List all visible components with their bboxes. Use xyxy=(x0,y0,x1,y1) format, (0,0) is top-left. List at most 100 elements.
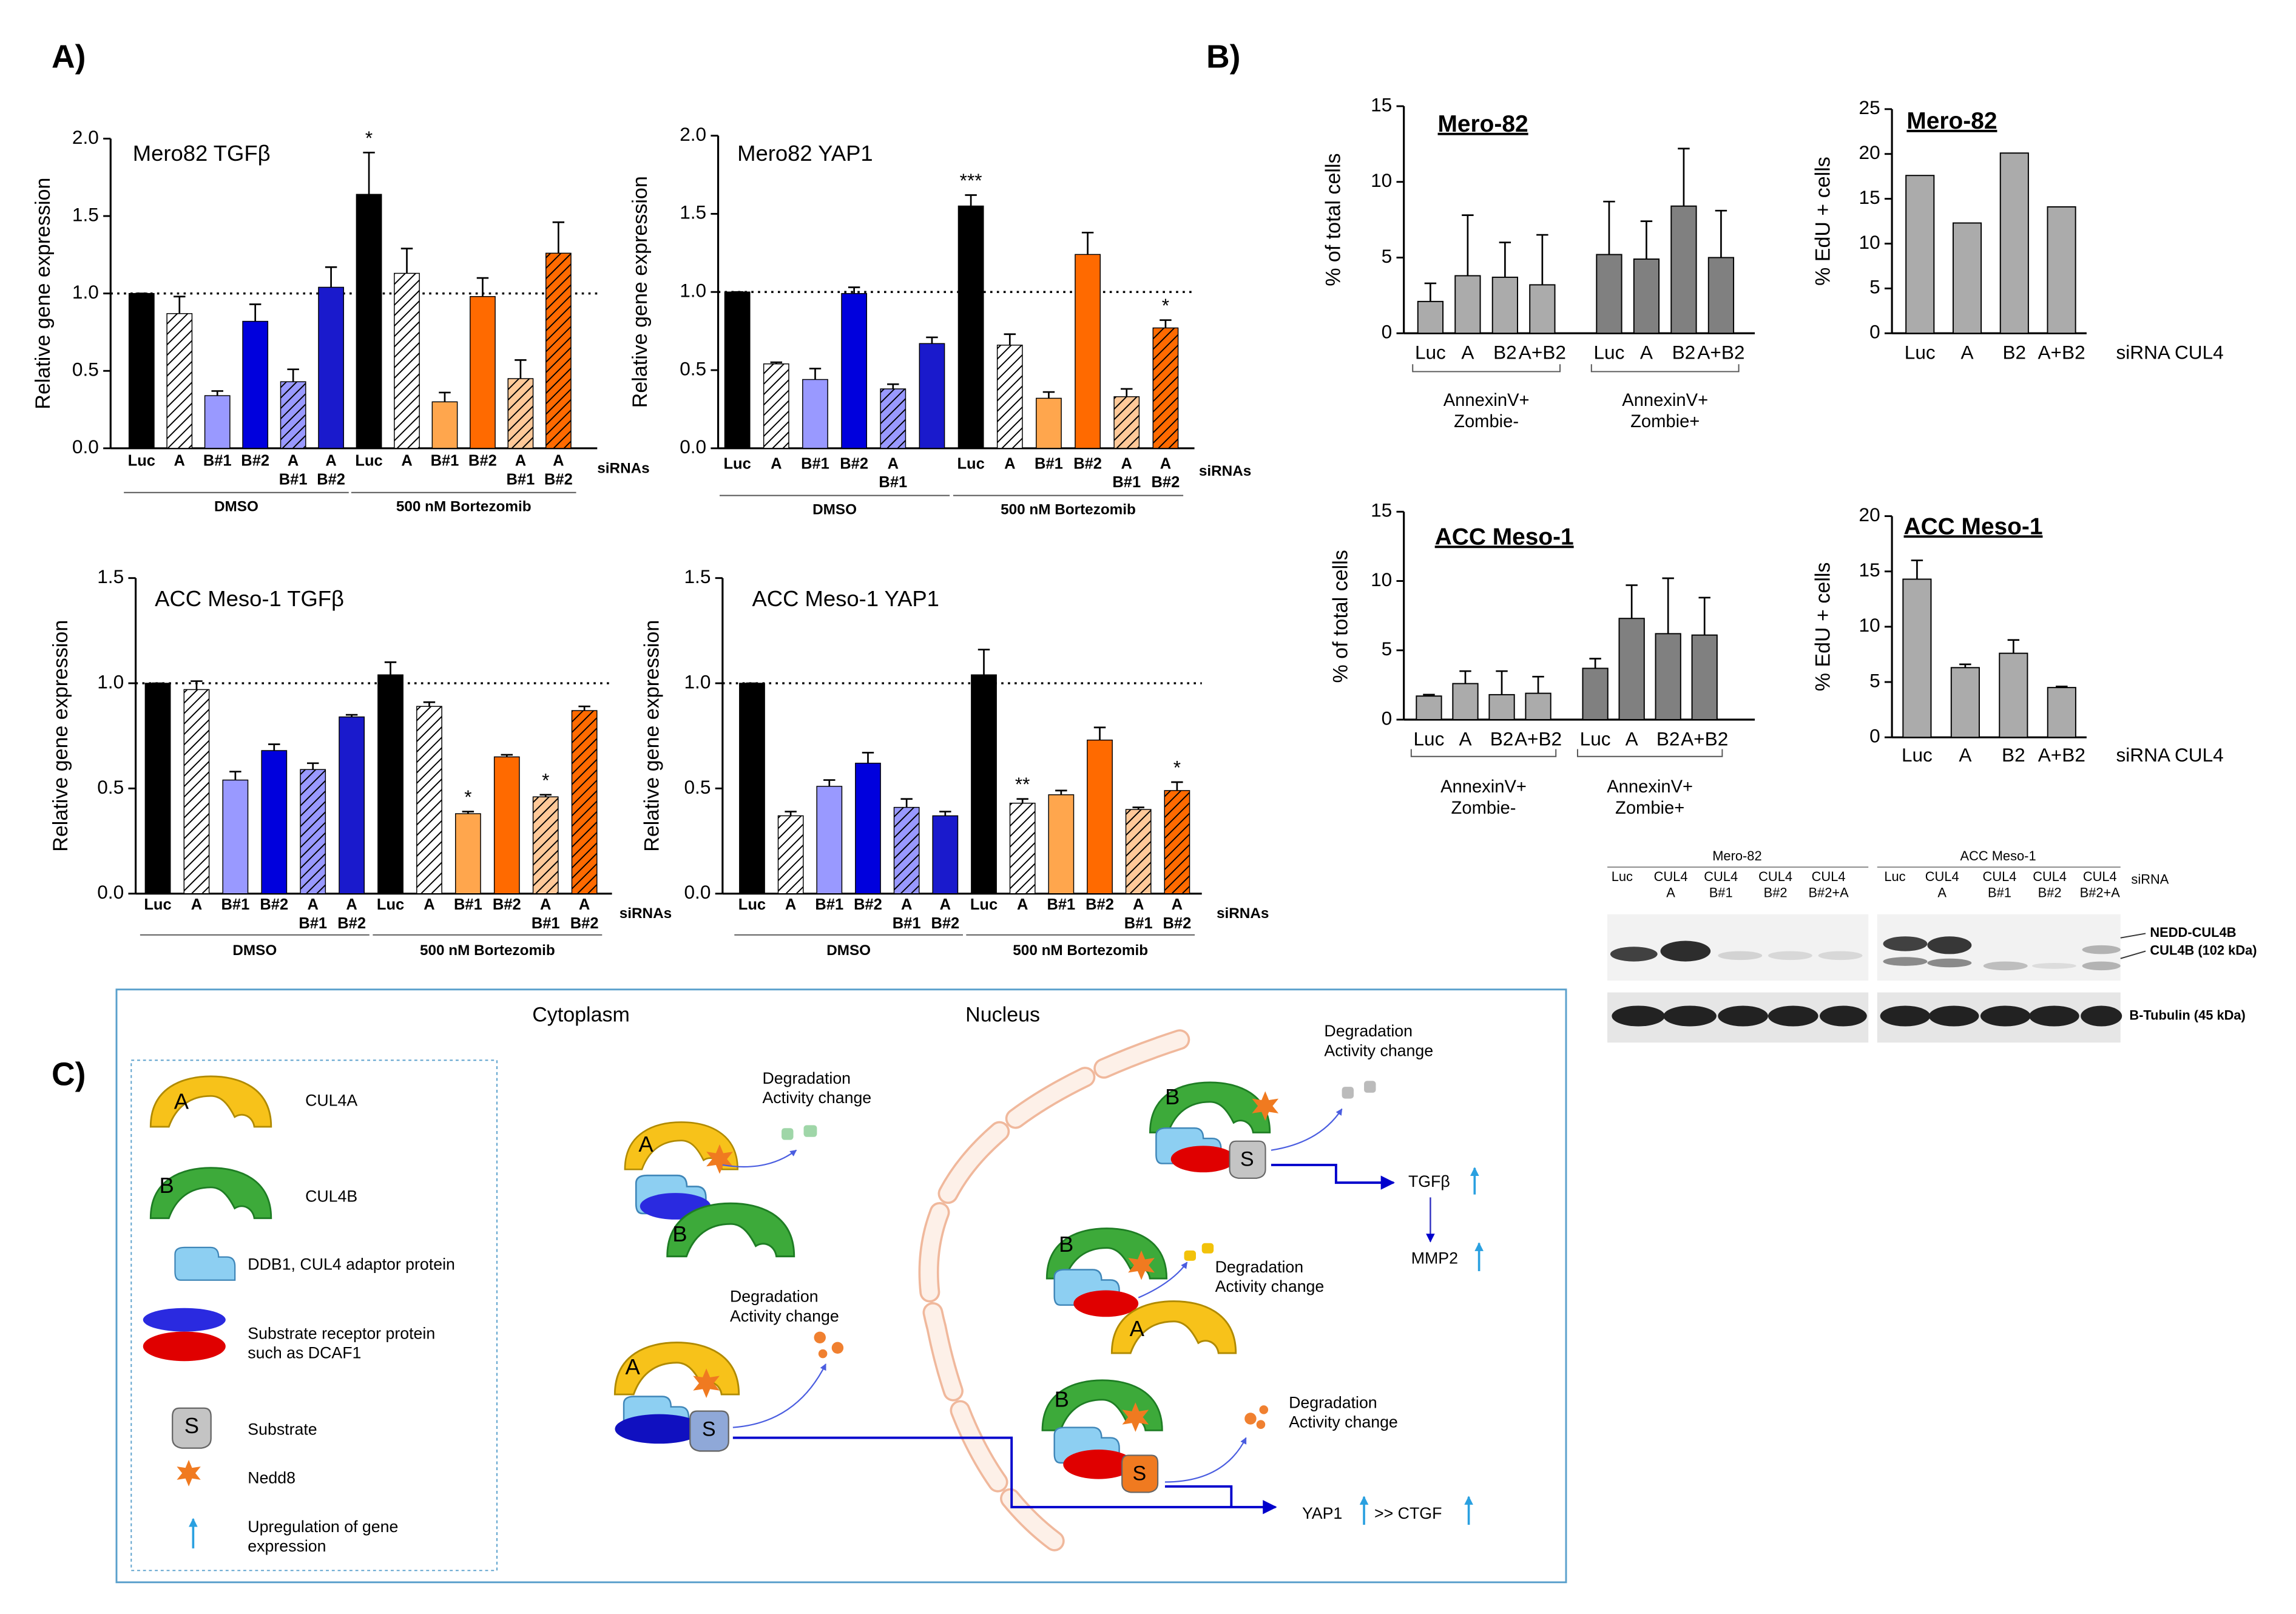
error-bar xyxy=(1536,234,1548,285)
x-tick-label: Luc xyxy=(144,896,171,913)
icon-letter: B xyxy=(1165,1084,1180,1109)
legend-label: CUL4A xyxy=(305,1092,357,1110)
group-label: AnnexinV+ Zombie- xyxy=(1440,777,1527,818)
icon-letter: B xyxy=(1055,1386,1069,1411)
x-axis-label: siRNA CUL4 xyxy=(2116,342,2224,363)
fragment xyxy=(814,1331,826,1344)
fragment xyxy=(818,1349,828,1359)
bar xyxy=(300,769,326,894)
y-tick-label: 1.0 xyxy=(72,281,99,303)
blot-membrane xyxy=(1607,914,1869,981)
error-bar xyxy=(862,752,874,763)
group-label: DMSO xyxy=(826,942,871,959)
x-tick-label: A xyxy=(401,452,412,469)
error-bar xyxy=(1698,596,1710,635)
bar xyxy=(1125,809,1152,894)
x-tick-label: Luc xyxy=(355,452,382,469)
bar xyxy=(1164,790,1190,894)
x-tick-label: Luc xyxy=(1902,744,1933,766)
x-tick-label: B#1 xyxy=(815,896,843,913)
y-axis-label: Relative gene expression xyxy=(629,176,652,408)
error-bar xyxy=(2007,639,2020,653)
bar xyxy=(724,291,751,449)
nedd8-icon xyxy=(177,1460,201,1487)
bar xyxy=(128,292,155,449)
error-bar xyxy=(363,152,375,195)
x-tick-label: Luc xyxy=(1580,728,1611,749)
icon-letter: B xyxy=(1059,1232,1073,1257)
bar xyxy=(204,395,231,449)
ddb1-icon xyxy=(174,1246,236,1281)
x-tick-label: A xyxy=(1461,342,1474,363)
chart-title: ACC Meso-1 xyxy=(1904,513,2043,539)
y-tick-label: 0.5 xyxy=(72,359,99,380)
y-axis-label: % of total cells xyxy=(1322,153,1345,286)
x-tick-label: A B#2 xyxy=(1163,896,1191,932)
bar xyxy=(470,296,496,449)
error-bar xyxy=(1589,658,1601,669)
blot-sample: ACC Meso-1 xyxy=(1960,848,2036,863)
x-tick-label: A xyxy=(1017,896,1028,913)
y-tick-label: 1.0 xyxy=(684,670,711,692)
chart-title: ACC Meso-1 YAP1 xyxy=(752,586,939,611)
degradation-label: Degradation Activity change xyxy=(762,1069,871,1107)
bar xyxy=(545,252,572,449)
x-tick-label: Luc xyxy=(738,896,766,913)
x-tick-label: A B#1 xyxy=(1112,455,1141,491)
bar xyxy=(1009,802,1036,894)
x-tick-label: A xyxy=(1959,744,1971,766)
x-axis-label: siRNAs xyxy=(620,905,672,922)
y-tick-label: 25 xyxy=(1859,96,1880,118)
x-tick-label: A B#1 xyxy=(532,896,560,932)
bar xyxy=(394,272,420,449)
error-bar xyxy=(1911,559,1923,579)
bar xyxy=(1670,205,1697,334)
band-label: CUL4B (102 kDa) xyxy=(2150,942,2257,957)
region-label: Cytoplasm xyxy=(532,1003,630,1026)
error-bar xyxy=(1132,806,1144,810)
error-bar xyxy=(823,779,836,786)
bar xyxy=(1905,175,1935,334)
x-tick-label: A xyxy=(1459,728,1471,749)
bar xyxy=(1454,275,1481,334)
x-tick-label: A B#1 xyxy=(893,896,921,932)
x-tick-label: B#2 xyxy=(854,896,882,913)
chart-title: Mero82 YAP1 xyxy=(737,141,873,166)
bar xyxy=(1999,652,2028,738)
bar xyxy=(431,401,458,449)
panel-label: B) xyxy=(1206,39,1240,75)
bar xyxy=(1596,254,1622,334)
bar xyxy=(1036,397,1062,449)
y-tick-label: 10 xyxy=(1859,614,1880,636)
lane-label: CUL4 B#1 xyxy=(1983,869,2017,900)
error-bar xyxy=(501,754,513,757)
panel-label: A) xyxy=(52,39,86,75)
error-bar xyxy=(211,390,223,396)
icon-letter: B xyxy=(672,1221,687,1246)
fragment xyxy=(1184,1250,1196,1261)
pointer xyxy=(2120,933,2146,939)
bar xyxy=(880,388,907,449)
lane-label: CUL4 B#1 xyxy=(1704,869,1738,900)
y-axis-label: % EdU + cells xyxy=(1811,157,1834,286)
error-bar xyxy=(1424,282,1437,302)
bar xyxy=(1113,396,1140,449)
chart: ACC Meso-1 YAP1 Relative gene expression s… xyxy=(641,566,1269,959)
bands xyxy=(1610,936,2122,1027)
x-tick-label: A B#2 xyxy=(1152,455,1180,491)
bar xyxy=(893,806,920,894)
x-tick-label: A xyxy=(771,455,782,472)
x-tick-label: B#2 xyxy=(1073,455,1102,472)
chart-title: ACC Meso-1 xyxy=(1435,524,1574,550)
pathway-arrow xyxy=(1164,1485,1233,1507)
region-label: Nucleus xyxy=(965,1003,1040,1026)
arrow xyxy=(722,1149,797,1168)
icon-letter: A xyxy=(1130,1316,1145,1341)
bar xyxy=(1048,794,1075,894)
gene-label: TGFβ xyxy=(1408,1172,1450,1190)
bar xyxy=(339,716,365,894)
y-tick-label: 0 xyxy=(1869,321,1880,343)
error-bar xyxy=(1640,220,1653,259)
y-tick-label: 5 xyxy=(1869,276,1880,298)
chart-title: Mero82 TGFβ xyxy=(133,141,271,166)
